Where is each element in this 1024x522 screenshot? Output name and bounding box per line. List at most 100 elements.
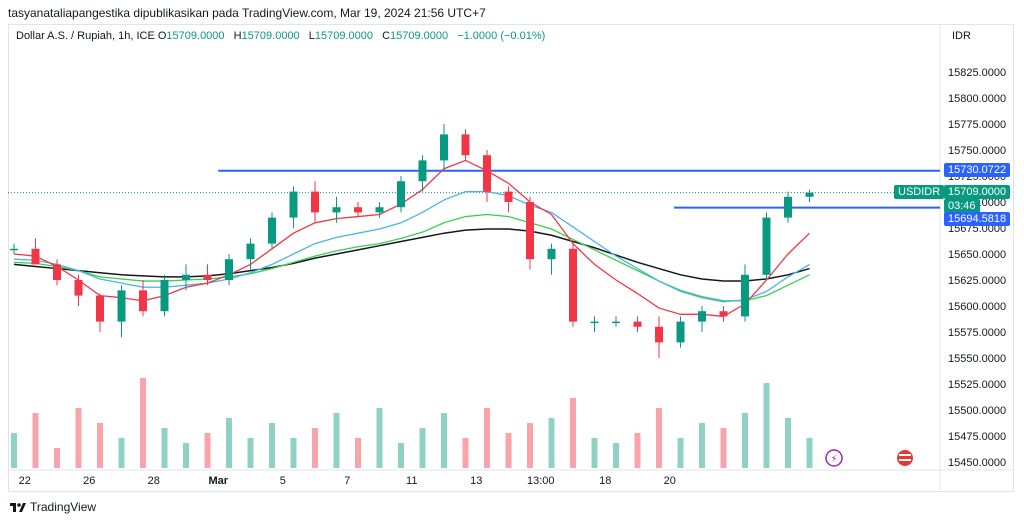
y-tick-label: 15750.0000 <box>948 145 1006 157</box>
y-tick-label: 15675.0000 <box>948 223 1006 235</box>
y-tick-label: 15475.0000 <box>948 431 1006 443</box>
x-tick-label: 5 <box>280 475 286 487</box>
volume-bar <box>333 413 340 468</box>
ema-slow-line <box>13 213 810 302</box>
legend-low: 15709.0000 <box>314 30 373 42</box>
price-tag-lower-level: 15694.5818 <box>944 211 1011 226</box>
legend-close: 15709.0000 <box>390 30 449 42</box>
candle-body <box>569 248 577 322</box>
candle-body <box>762 217 771 275</box>
y-tick-label: 15825.0000 <box>948 67 1006 79</box>
candle-body <box>96 295 104 322</box>
volume-bar <box>226 418 232 468</box>
flag-icon <box>897 450 913 466</box>
volume-bar <box>75 408 82 468</box>
candle-body <box>332 207 341 213</box>
volume-bar <box>484 408 490 468</box>
volume-bar <box>505 433 512 468</box>
candle-body <box>246 243 255 260</box>
y-tick-label: 15775.0000 <box>948 119 1006 131</box>
candle-body <box>74 280 83 296</box>
candle-body <box>741 274 749 317</box>
price-tag-upper-level: 15730.0722 <box>944 162 1011 177</box>
flag-icon-stripe <box>899 454 911 456</box>
candle-body <box>547 248 556 260</box>
y-tick-label: 15550.0000 <box>948 353 1006 365</box>
candle-body <box>160 280 169 312</box>
volume-bar <box>312 428 318 468</box>
candle-body <box>268 217 276 244</box>
volume-bar <box>527 423 533 468</box>
candle-body <box>612 321 620 324</box>
price-tag-last: 15709.0000 <box>944 184 1011 199</box>
volume-bar <box>634 433 641 468</box>
lightning-icon <box>825 449 843 467</box>
candle-body <box>504 191 513 202</box>
candle-body <box>397 181 405 208</box>
x-tick-label: 22 <box>19 475 31 487</box>
volume-bar <box>785 418 791 468</box>
x-tick-label: 13 <box>470 475 482 487</box>
volume-bar <box>398 443 404 468</box>
candle-body <box>289 191 298 218</box>
volume-bar <box>11 433 17 468</box>
candle-body <box>461 134 470 156</box>
volume-bar <box>806 438 813 468</box>
volume-bar <box>591 438 598 468</box>
candle-body <box>53 264 61 280</box>
volume-bar <box>699 423 705 468</box>
legend-high: 15709.0000 <box>241 30 300 42</box>
x-tick-label: Mar <box>208 475 228 487</box>
legend-close-label: C <box>382 30 391 42</box>
candle-body <box>182 274 190 280</box>
ema-mid-line <box>13 190 810 303</box>
x-tick-label: 18 <box>599 475 611 487</box>
legend-low-label: L <box>308 30 315 42</box>
legend-open-label: O <box>157 30 167 42</box>
tradingview-logo-icon <box>10 503 26 512</box>
x-tick-label: 20 <box>664 475 676 487</box>
volume-bar <box>763 383 770 468</box>
volume-bar <box>441 413 447 468</box>
volume-bar <box>247 438 254 468</box>
volume-bar <box>118 438 125 468</box>
candle-body <box>10 248 18 251</box>
volume-bar <box>613 443 619 468</box>
volume-bar <box>419 428 426 468</box>
y-tick-label: 15575.0000 <box>948 327 1006 339</box>
legend-open: 15709.0000 <box>166 30 225 42</box>
currency-label[interactable]: IDR <box>952 30 971 42</box>
candle-body <box>483 155 491 192</box>
x-tick-label: 11 <box>406 475 417 487</box>
volume-bar <box>54 448 60 468</box>
price-tag-symbol: USDIDR <box>894 184 945 199</box>
candle-body <box>139 290 147 312</box>
publisher-line: tasyanataliapangestika dipublikasikan pa… <box>8 6 486 20</box>
y-tick-label: 15600.0000 <box>948 301 1006 313</box>
candle-body <box>805 192 814 197</box>
volume-bar <box>656 408 662 468</box>
candle-body <box>117 290 126 322</box>
candle-body <box>31 248 40 265</box>
candle-body <box>311 191 319 213</box>
volume-bar <box>32 413 39 468</box>
footer-brand-name: TradingView <box>30 500 97 514</box>
volume-bar <box>140 378 146 468</box>
flag-icon-stripe <box>899 459 911 461</box>
volume-bar <box>183 443 189 468</box>
volume-bar <box>677 438 684 468</box>
x-tick-label: 13:00 <box>527 475 555 487</box>
candle-body <box>590 321 599 324</box>
ohlc-legend: Dollar A.S. / Rupiah, 1h, ICE O15709.000… <box>16 30 551 42</box>
volume-bar <box>742 413 748 468</box>
chart-frame <box>8 24 1014 492</box>
candle-body <box>633 321 642 327</box>
ma-long-line <box>13 228 810 282</box>
x-tick-label: 26 <box>83 475 95 487</box>
y-tick-label: 15500.0000 <box>948 405 1006 417</box>
y-tick-label: 15450.0000 <box>948 457 1006 469</box>
y-tick-label: 15800.0000 <box>948 93 1006 105</box>
y-tick-label: 15525.0000 <box>948 379 1006 391</box>
candle-body <box>784 196 792 218</box>
